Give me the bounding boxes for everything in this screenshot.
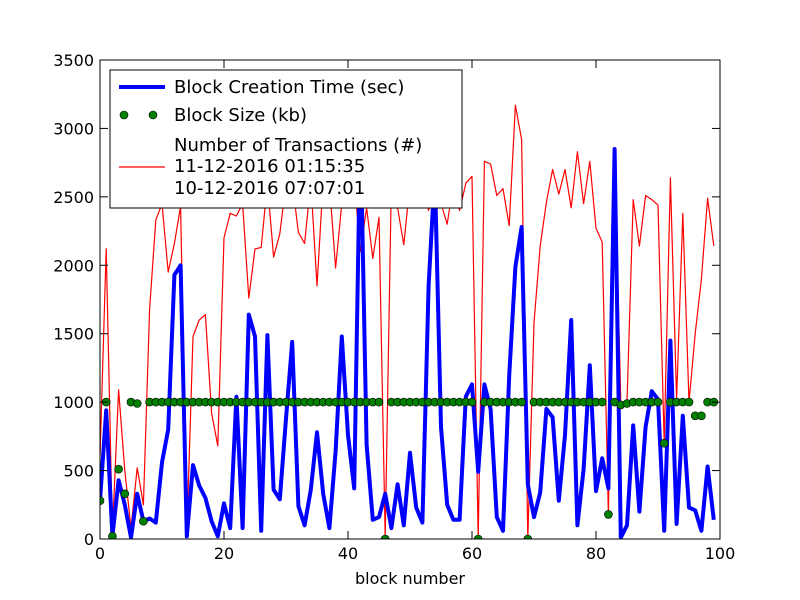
legend-label-date2: 10-12-2016 07:07:01 bbox=[174, 178, 365, 199]
plot-frame bbox=[99, 59, 721, 540]
x-tick-label: 40 bbox=[338, 544, 358, 563]
y-tick-label: 2500 bbox=[53, 188, 94, 207]
legend-label-date1: 11-12-2016 01:15:35 bbox=[174, 156, 365, 177]
size-point bbox=[467, 397, 477, 407]
creation-time-line bbox=[100, 123, 716, 539]
size-point bbox=[523, 534, 533, 539]
legend-swatch-size-2 bbox=[148, 110, 158, 120]
y-tick-label: 500 bbox=[63, 462, 94, 481]
size-point bbox=[659, 438, 669, 448]
x-tick-label: 80 bbox=[586, 544, 606, 563]
y-tick-label: 2000 bbox=[53, 256, 94, 275]
x-axis-title: block number bbox=[355, 569, 465, 588]
size-point bbox=[139, 516, 148, 526]
size-point bbox=[597, 397, 607, 407]
y-tick-label: 0 bbox=[84, 530, 94, 549]
legend: Block Creation Time (sec) Block Size (kb… bbox=[109, 69, 463, 209]
series-layer bbox=[100, 104, 719, 539]
y-tick-label: 3000 bbox=[53, 119, 94, 138]
legend-label-size: Block Size (kb) bbox=[174, 105, 307, 126]
size-point bbox=[517, 397, 526, 407]
size-point bbox=[653, 397, 663, 407]
x-tick-label: 0 bbox=[95, 544, 105, 563]
size-point bbox=[114, 464, 123, 474]
size-point bbox=[120, 489, 130, 499]
size-point bbox=[108, 532, 117, 539]
size-point bbox=[132, 399, 142, 408]
size-point bbox=[684, 397, 694, 407]
legend-label-tx: Number of Transactions (#) bbox=[174, 135, 422, 156]
size-point bbox=[473, 534, 483, 539]
y-tick-label: 3500 bbox=[53, 51, 94, 70]
y-tick-label: 1000 bbox=[53, 393, 94, 412]
legend-box bbox=[109, 69, 463, 209]
x-tick-label: 20 bbox=[214, 544, 234, 563]
size-point bbox=[604, 510, 613, 519]
legend-label-creation: Block Creation Time (sec) bbox=[174, 77, 404, 98]
y-tick-label: 1500 bbox=[53, 325, 94, 344]
legend-swatch-size-1 bbox=[119, 110, 129, 120]
x-tick-label: 60 bbox=[462, 544, 482, 563]
size-point bbox=[374, 397, 384, 407]
size-point bbox=[697, 411, 706, 421]
size-point bbox=[380, 534, 390, 539]
size-point bbox=[100, 496, 105, 505]
x-tick-label: 100 bbox=[705, 544, 736, 563]
